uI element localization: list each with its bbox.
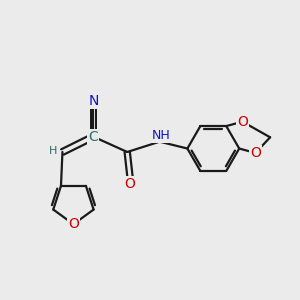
Text: C: C	[88, 130, 98, 144]
Text: H: H	[49, 146, 57, 155]
Text: O: O	[250, 146, 261, 160]
Text: O: O	[125, 177, 136, 191]
Text: O: O	[237, 115, 248, 129]
Text: NH: NH	[152, 129, 170, 142]
Text: O: O	[68, 217, 79, 231]
Text: N: N	[88, 94, 99, 108]
